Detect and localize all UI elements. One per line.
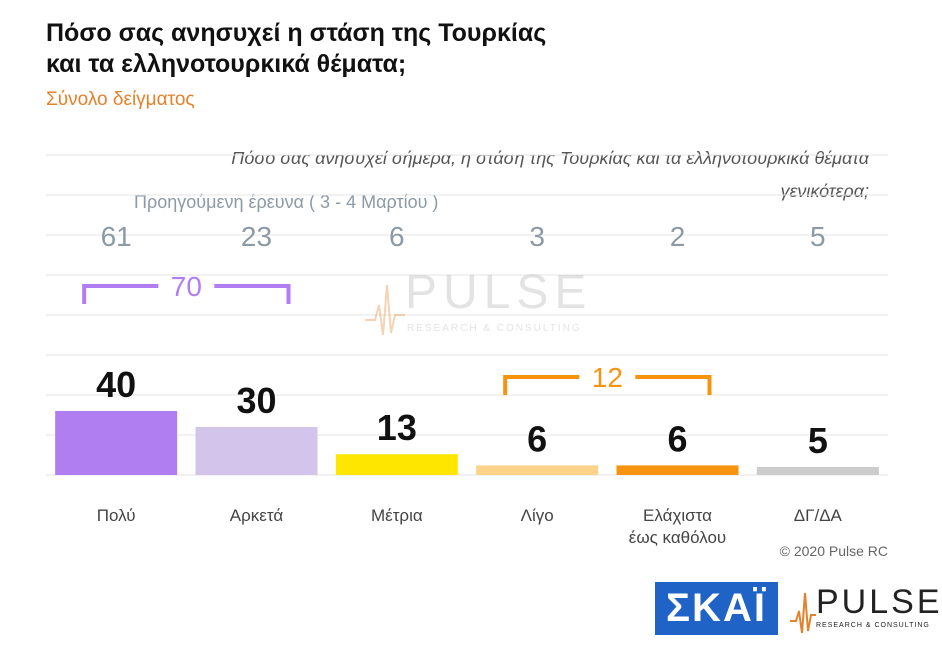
question-line-2: γενικότερα;: [780, 181, 869, 201]
category-label: Ελάχιστα: [643, 506, 712, 525]
bracket-line: [82, 284, 159, 304]
title-line-2: και τα ελληνοτουρκικά θέματα;: [46, 50, 407, 78]
pulse-logo-subtext: RESEARCH & CONSULTING: [816, 622, 930, 629]
previous-value-label: 3: [529, 221, 545, 252]
bar: [55, 411, 178, 475]
bracket-line: [214, 284, 291, 304]
data-label: 6: [527, 418, 547, 459]
bracket-total-label: 12: [592, 362, 623, 393]
chart-subtitle: Σύνολο δείγματος: [46, 89, 195, 110]
bar: [476, 465, 599, 475]
chart-title: Πόσο σας ανησυχεί η στάση της Τουρκίας κ…: [46, 18, 546, 80]
category-label: Πολύ: [97, 506, 136, 525]
previous-value-label: 2: [670, 221, 686, 252]
bar: [616, 465, 739, 475]
survey-question: Πόσο σας ανησυχεί σήμερα, η στάση της Το…: [109, 142, 869, 208]
previous-value-label: 23: [241, 221, 272, 252]
category-label: Λίγο: [521, 506, 554, 525]
bracket-line: [635, 375, 712, 395]
bracket-total-label: 70: [171, 271, 202, 302]
previous-value-label: 5: [810, 221, 826, 252]
question-line-1: Πόσο σας ανησυχεί σήμερα, η στάση της Το…: [231, 148, 869, 168]
title-line-1: Πόσο σας ανησυχεί η στάση της Τουρκίας: [46, 19, 547, 47]
pulse-wave-icon: [790, 592, 816, 634]
previous-value-label: 61: [101, 221, 132, 252]
data-label: 13: [377, 407, 417, 448]
watermark-subtext: RESEARCH & CONSULTING: [407, 323, 582, 334]
bar: [195, 427, 318, 475]
category-label: Μέτρια: [371, 506, 423, 525]
skai-logo: ΣΚΑΪ: [655, 582, 778, 635]
pulse-logo: PULSE RESEARCH & CONSULTING: [790, 583, 940, 637]
data-label: 40: [96, 364, 136, 405]
category-label: έως καθόλου: [629, 528, 726, 547]
previous-value-label: 6: [389, 221, 405, 252]
bar: [335, 454, 458, 475]
pulse-watermark: PULSE RESEARCH & CONSULTING: [365, 265, 605, 345]
bar: [756, 467, 879, 475]
watermark-text: PULSE: [405, 266, 593, 319]
copyright: © 2020 Pulse RC: [779, 543, 888, 559]
category-label: Αρκετά: [230, 506, 284, 525]
data-label: 5: [808, 420, 828, 461]
pulse-logo-text: PULSE: [816, 583, 942, 621]
data-label: 6: [667, 418, 687, 459]
pulse-wave-icon: [365, 284, 405, 336]
bracket-line: [503, 375, 580, 395]
previous-survey-label: Προηγούμενη έρευνα ( 3 - 4 Μαρτίου ): [134, 192, 439, 212]
data-label: 30: [236, 380, 276, 421]
category-label: ΔΓ/ΔΑ: [794, 506, 843, 525]
